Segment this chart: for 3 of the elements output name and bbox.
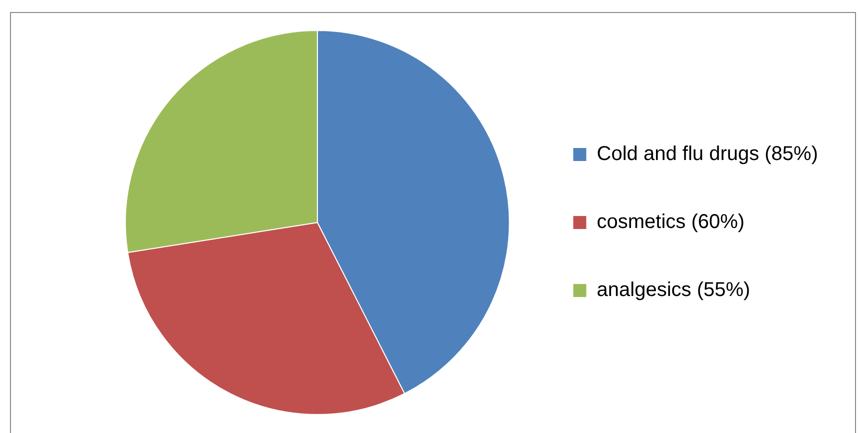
legend-label: cosmetics (60%) xyxy=(596,211,745,234)
legend-label: Cold and flu drugs (85%) xyxy=(596,143,818,166)
legend-label: analgesics (55%) xyxy=(596,279,750,302)
